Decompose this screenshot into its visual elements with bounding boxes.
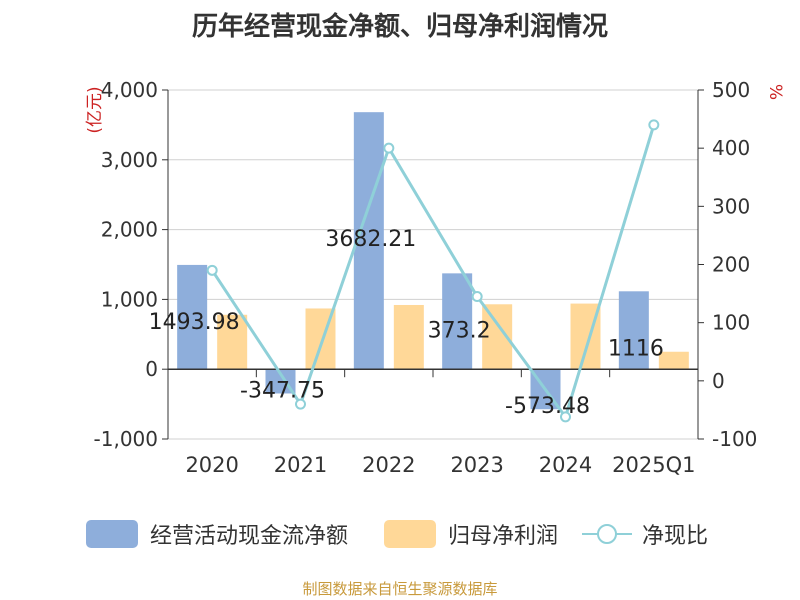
bars bbox=[177, 112, 689, 410]
legend-line-marker-icon bbox=[582, 520, 632, 548]
chart-title: 历年经营现金净额、归母净利润情况 bbox=[191, 12, 608, 42]
chart: 1493.98 -347.75 3682.21 373.2 -573.48 1116 -1… bbox=[85, 78, 785, 477]
bar-cash-flow bbox=[177, 264, 208, 370]
ratio-point bbox=[648, 119, 660, 131]
data-label: 3682.21 bbox=[325, 227, 416, 252]
left-axis-tick-label: 0 bbox=[145, 357, 158, 381]
left-axis-tick-label: 4,000 bbox=[101, 78, 158, 102]
bar-net-profit bbox=[658, 351, 689, 370]
left-axis-unit-label: (亿元) bbox=[85, 86, 105, 133]
ratio-line bbox=[206, 119, 660, 423]
legend-item-net-profit[interactable]: 归母净利润 bbox=[384, 518, 558, 550]
legend-swatch-net-profit bbox=[384, 520, 436, 548]
ratio-point bbox=[295, 398, 306, 410]
category-label: 2025Q1 bbox=[612, 453, 695, 477]
data-label: -573.48 bbox=[505, 394, 590, 419]
bar-net-profit bbox=[217, 314, 248, 370]
ratio-point bbox=[560, 411, 571, 423]
left-axis-tick-label: 2,000 bbox=[101, 218, 158, 242]
tick-labels: -1,000 0 1,000 2,000 3,000 4,000 -100 0 100 200 30… bbox=[94, 78, 758, 477]
source-note: 制图数据来自恒生聚源数据库 bbox=[302, 580, 498, 598]
legend-label-cash-flow: 经营活动现金流净额 bbox=[150, 524, 349, 549]
right-axis-tick-label: 0 bbox=[712, 369, 725, 393]
bar-cash-flow bbox=[618, 291, 649, 370]
ratio-point bbox=[471, 290, 483, 302]
data-label: 1493.98 bbox=[149, 310, 240, 335]
category-label: 2024 bbox=[539, 453, 592, 477]
data-label: -347.75 bbox=[240, 378, 325, 403]
right-axis-tick-label: -100 bbox=[712, 427, 757, 451]
data-label: 373.2 bbox=[428, 318, 491, 343]
legend-item-cash-flow[interactable]: 经营活动现金流净额 bbox=[86, 518, 348, 550]
ratio-point bbox=[206, 264, 218, 276]
category-label: 2022 bbox=[362, 453, 415, 477]
left-axis-tick-label: 1,000 bbox=[101, 287, 158, 311]
category-label: 2020 bbox=[185, 453, 238, 477]
bar-cash-flow bbox=[442, 273, 473, 370]
category-label: 2021 bbox=[274, 453, 327, 477]
legend-label-net-profit: 归母净利润 bbox=[448, 524, 559, 549]
category-label: 2023 bbox=[450, 453, 503, 477]
right-axis-tick-label: 500 bbox=[712, 78, 750, 102]
right-axis-tick-label: 400 bbox=[712, 136, 750, 160]
ratio-point bbox=[383, 142, 395, 154]
legend-label-ratio: 净现比 bbox=[642, 524, 709, 549]
legend-swatch-cash-flow bbox=[86, 520, 138, 548]
left-axis-tick-label: -1,000 bbox=[94, 427, 158, 451]
data-labels: 1493.98 -347.75 3682.21 373.2 -573.48 1116 bbox=[149, 227, 664, 419]
left-axis-tick-label: 3,000 bbox=[101, 148, 158, 172]
bar-net-profit bbox=[393, 304, 424, 370]
right-axis-unit-label: % bbox=[765, 84, 785, 100]
ratio-series-line bbox=[210, 124, 656, 421]
right-axis-tick-label: 200 bbox=[712, 253, 750, 277]
legend: 经营活动现金流净额 归母净利润 净现比 bbox=[0, 518, 800, 554]
axes bbox=[162, 89, 704, 440]
data-label: 1116 bbox=[608, 336, 664, 361]
bar-cash-flow bbox=[353, 112, 384, 370]
right-axis-tick-label: 100 bbox=[712, 311, 750, 335]
legend-item-ratio[interactable]: 净现比 bbox=[582, 518, 708, 550]
right-axis-tick-label: 300 bbox=[712, 194, 750, 218]
